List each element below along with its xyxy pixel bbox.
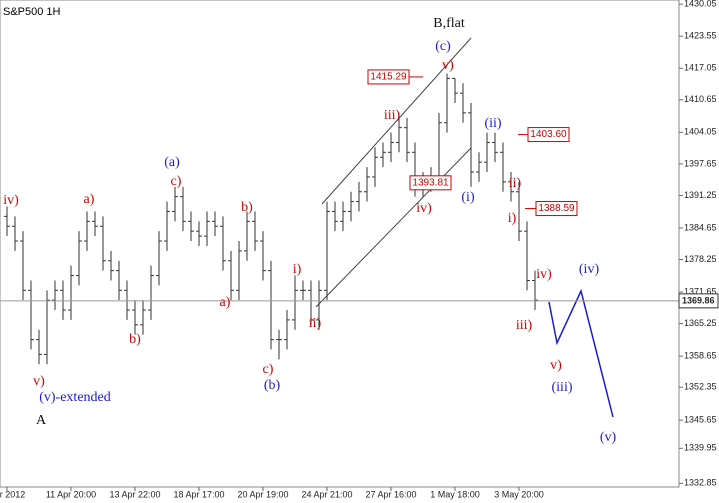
x-tick-label: 20 Apr 19:00 xyxy=(237,489,288,499)
wave-label: iii) xyxy=(384,108,401,123)
wave-label: B,flat xyxy=(433,16,465,31)
price-label-box xyxy=(527,127,570,143)
wave-label: (ii) xyxy=(484,116,501,131)
price-label: 1415.29 xyxy=(370,72,407,83)
wave-label: c) xyxy=(171,174,182,189)
x-tick-label: 18 Apr 17:00 xyxy=(173,489,224,499)
x-tick-label: Apr 2012 xyxy=(0,489,25,499)
y-tick-label: 1332.85 xyxy=(684,478,717,488)
y-tick-label: 1417.05 xyxy=(684,63,717,73)
price-label: 1393.81 xyxy=(412,177,449,188)
wave-label: (v)-extended xyxy=(39,390,111,405)
wave-label: (i) xyxy=(461,190,475,205)
wave-label: (c) xyxy=(435,39,451,54)
projection-path xyxy=(548,288,614,418)
wave-label: ii) xyxy=(509,176,522,191)
y-tick-label: 1404.05 xyxy=(684,127,717,137)
x-tick-label: 27 Apr 16:00 xyxy=(365,489,416,499)
wave-label: iii) xyxy=(516,318,533,333)
x-tick-label: 24 Apr 21:00 xyxy=(301,489,352,499)
x-tick-label: 3 May 20:00 xyxy=(494,489,544,499)
x-tick-label: 1 May 18:00 xyxy=(430,489,480,499)
channel-line xyxy=(321,37,472,205)
price-label: 1403.60 xyxy=(530,129,567,140)
wave-label: a) xyxy=(84,192,95,207)
wave-label: b) xyxy=(241,200,253,215)
wave-label: A xyxy=(36,413,47,428)
wave-label: a) xyxy=(220,295,231,310)
y-tick-label: 1365.25 xyxy=(684,318,717,328)
wave-label: iv) xyxy=(416,201,432,216)
wave-label: (a) xyxy=(164,155,180,170)
channel-line xyxy=(315,147,472,308)
wave-label: v) xyxy=(33,374,45,389)
y-tick-label: 1430.05 xyxy=(684,0,717,9)
y-tick-label: 1423.55 xyxy=(684,31,717,41)
wave-label: iv) xyxy=(3,193,19,208)
wave-label: iv) xyxy=(536,267,552,282)
chart-title: S&P500 1H xyxy=(3,6,61,18)
y-tick-label: 1391.25 xyxy=(684,190,717,200)
y-tick-label: 1352.35 xyxy=(684,382,717,392)
last-price-box xyxy=(678,293,719,309)
x-tick-label: 11 Apr 20:00 xyxy=(46,489,96,499)
y-tick-label: 1410.65 xyxy=(684,94,717,104)
y-tick-label: 1339.95 xyxy=(684,443,717,453)
y-tick-label: 1384.65 xyxy=(684,222,717,232)
wave-label: c) xyxy=(263,362,274,377)
wave-label: b) xyxy=(129,332,141,347)
wave-label: i) xyxy=(508,211,517,226)
y-tick-label: 1358.65 xyxy=(684,351,717,361)
last-price-label: 1369.86 xyxy=(682,295,715,305)
wave-label: v) xyxy=(550,358,562,373)
y-tick-label: 1345.65 xyxy=(684,415,717,425)
wave-label: (v) xyxy=(600,430,617,445)
price-label-box xyxy=(367,69,410,85)
wave-label: i) xyxy=(293,262,302,277)
price-label: 1388.59 xyxy=(538,203,575,214)
wave-label: v) xyxy=(442,58,454,73)
price-label-box xyxy=(409,175,452,191)
plot-frame xyxy=(0,0,680,488)
x-tick-label: 13 Apr 22:00 xyxy=(109,489,160,499)
wave-label: (b) xyxy=(264,378,281,393)
price-label-box xyxy=(535,201,578,217)
y-tick-label: 1371.65 xyxy=(684,286,717,296)
y-tick-label: 1397.65 xyxy=(684,158,717,168)
wave-label: (iii) xyxy=(552,380,573,395)
y-tick-label: 1378.25 xyxy=(684,254,717,264)
wave-label: ii) xyxy=(309,316,322,331)
wave-label: (iv) xyxy=(579,262,600,277)
